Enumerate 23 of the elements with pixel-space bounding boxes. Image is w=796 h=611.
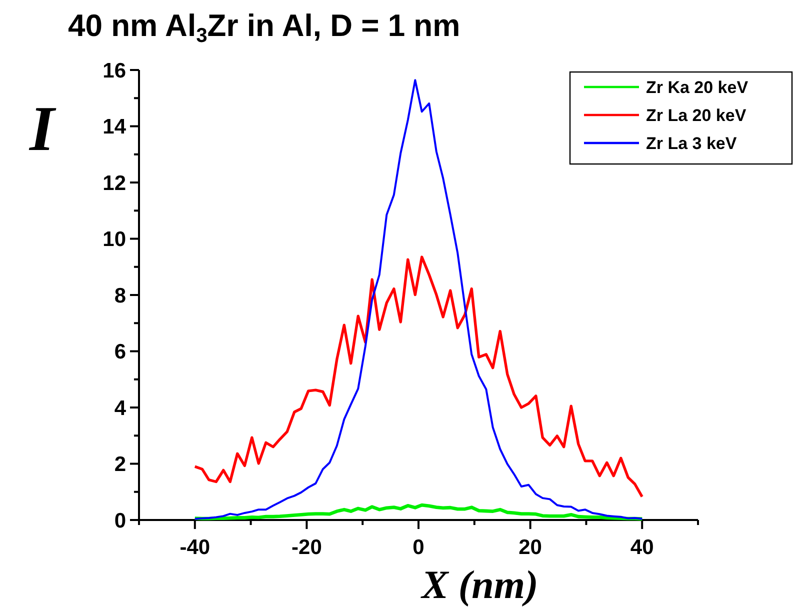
x-tick-label: 20 [518,536,542,559]
y-axis-title: I [28,93,57,164]
y-tick-label: 2 [114,453,126,476]
legend-label: Zr La 20 keV [646,106,747,125]
y-tick-label: 8 [114,284,126,308]
x-tick-label: 0 [412,536,424,559]
legend-label: Zr Ka 20 keV [646,78,749,97]
y-tick-label: 4 [114,396,126,420]
y-tick-label: 0 [114,509,126,532]
line-series [194,79,644,520]
y-tick-label: 10 [102,228,126,252]
x-axis-title: X (nm) [420,562,538,607]
line-series [194,256,644,498]
y-tick-label: 12 [102,172,126,195]
y-tick-label: 14 [102,116,126,139]
line-series [193,503,644,521]
x-tick-label: -40 [180,536,210,559]
chart-title: 40 nm Al$_{3}$Zr in Al, D = 1 nm [68,8,460,47]
y-tick-label: 6 [114,340,126,364]
x-tick-label: -20 [292,536,322,559]
legend-label: Zr La 3 keV [646,134,738,153]
x-tick-label: 40 [630,536,654,559]
y-tick-label: 16 [102,59,126,82]
